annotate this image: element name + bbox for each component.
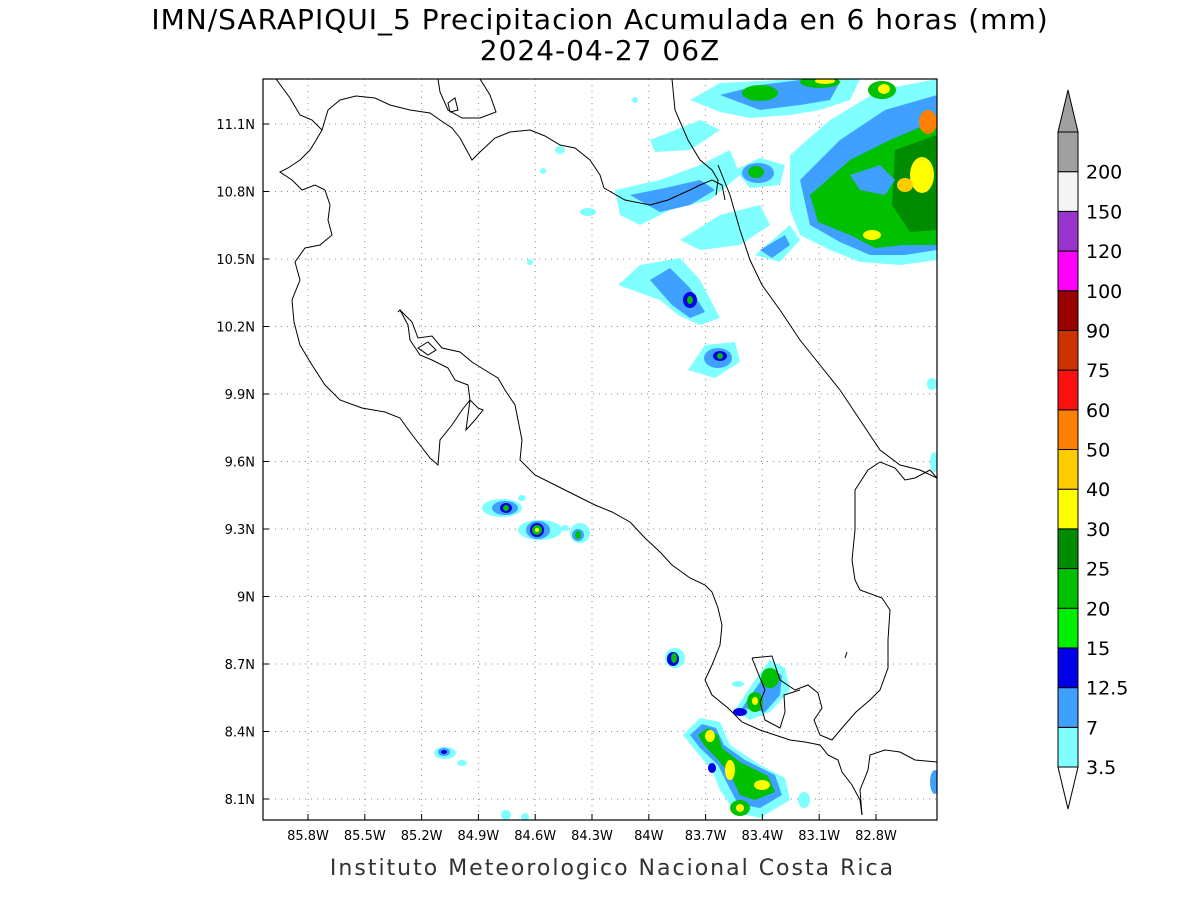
- latitude-labels: 11.1N 10.8N 10.5N 10.2N 9.9N 9.6N 9.3N 9N 8.7N 8.…: [216, 118, 269, 808]
- lon-tick-label: 84W: [634, 829, 664, 844]
- precip-cell-northeast: [790, 79, 937, 265]
- colorbar-label: 30: [1086, 519, 1110, 541]
- map-gridlines: [263, 79, 937, 820]
- colorbar-label: 120: [1086, 241, 1122, 263]
- colorbar-segment: [1057, 488, 1079, 530]
- colorbar-segment: [1057, 171, 1079, 212]
- colorbar-segment: [1057, 290, 1079, 331]
- lat-tick-label: 9.9N: [225, 388, 255, 403]
- lon-tick-label: 84.3W: [571, 829, 613, 844]
- colorbar-label: 15: [1086, 638, 1110, 660]
- map-frame: [262, 78, 938, 821]
- lon-tick-label: 85.2W: [401, 829, 443, 844]
- colorbar-segment: [1057, 369, 1079, 411]
- colorbar-label: 200: [1086, 162, 1122, 184]
- coastline-and-borders: [275, 79, 937, 816]
- lat-tick-label: 9.3N: [225, 523, 255, 538]
- colorbar-over-arrow: [1057, 89, 1079, 133]
- colorbar-label: 150: [1086, 201, 1122, 223]
- colorbar-segment: [1057, 647, 1079, 689]
- lon-tick-label: 84.6W: [514, 829, 556, 844]
- colorbar-under-arrow: [1057, 766, 1079, 810]
- colorbar-segment: [1057, 210, 1079, 252]
- lon-tick-label: 84.9W: [457, 829, 499, 844]
- lon-tick-label: 85.5W: [344, 829, 386, 844]
- colorbar-segment: [1057, 528, 1079, 570]
- colorbar-label: 25: [1086, 559, 1110, 581]
- precip-cell-north-central: [690, 79, 860, 188]
- chart-date: 2024-04-27 06Z: [479, 34, 721, 67]
- lat-tick-label: 10.8N: [216, 186, 255, 201]
- colorbar-segment: [1057, 409, 1079, 450]
- precip-cells-pacific: [434, 495, 937, 820]
- precip-cells-south: [683, 660, 790, 818]
- lat-tick-label: 10.2N: [216, 321, 255, 336]
- colorbar-segment: [1057, 131, 1079, 173]
- lat-tick-label: 11.1N: [216, 118, 255, 133]
- colorbar-label: 60: [1086, 400, 1110, 422]
- lat-tick-label: 8.7N: [225, 658, 255, 673]
- colorbar-label: 40: [1086, 479, 1110, 501]
- longitude-labels: 85.8W 85.5W 85.2W 84.9W 84.6W 84.3W 84W 83.7W 83…: [287, 814, 897, 844]
- colorbar-label: 3.5: [1086, 757, 1116, 779]
- colorbar-label: 20: [1086, 598, 1110, 620]
- colorbar-label: 12.5: [1086, 678, 1128, 700]
- colorbar-segment: [1057, 329, 1079, 371]
- colorbar-segment: [1057, 449, 1079, 490]
- lat-tick-label: 10.5N: [216, 253, 255, 268]
- colorbar-label: 75: [1086, 360, 1110, 382]
- lon-tick-label: 83.7W: [685, 829, 727, 844]
- lon-tick-label: 82.8W: [855, 829, 897, 844]
- precip-bands-central: [527, 97, 937, 472]
- colorbar-label: 7: [1086, 717, 1098, 739]
- lat-tick-label: 8.1N: [225, 793, 255, 808]
- lat-tick-label: 9N: [237, 591, 255, 606]
- colorbar-label: 90: [1086, 320, 1110, 342]
- colorbar-segment: [1057, 250, 1079, 292]
- colorbar-segment: [1057, 726, 1079, 768]
- precipitation-field: [275, 79, 937, 820]
- colorbar-label: 100: [1086, 281, 1122, 303]
- colorbar-label: 50: [1086, 440, 1110, 462]
- lon-tick-label: 83.4W: [741, 829, 783, 844]
- colorbar-segment: [1057, 687, 1079, 728]
- footer-institution: Instituto Meteorologico Nacional Costa R…: [329, 856, 896, 881]
- colorbar-segment: [1057, 568, 1079, 609]
- lat-tick-label: 8.4N: [225, 726, 255, 741]
- colorbar-segment: [1057, 607, 1079, 649]
- lat-tick-label: 9.6N: [225, 456, 255, 471]
- lon-tick-label: 83.1W: [798, 829, 840, 844]
- lon-tick-label: 85.8W: [287, 829, 329, 844]
- colorbar: 3.5 7 12.5 15 20 25 30 40 50 60 75 90 100 120 150 200: [1057, 89, 1128, 810]
- chart-title: IMN/SARAPIQUI_5 Precipitacion Acumulada …: [151, 3, 1049, 36]
